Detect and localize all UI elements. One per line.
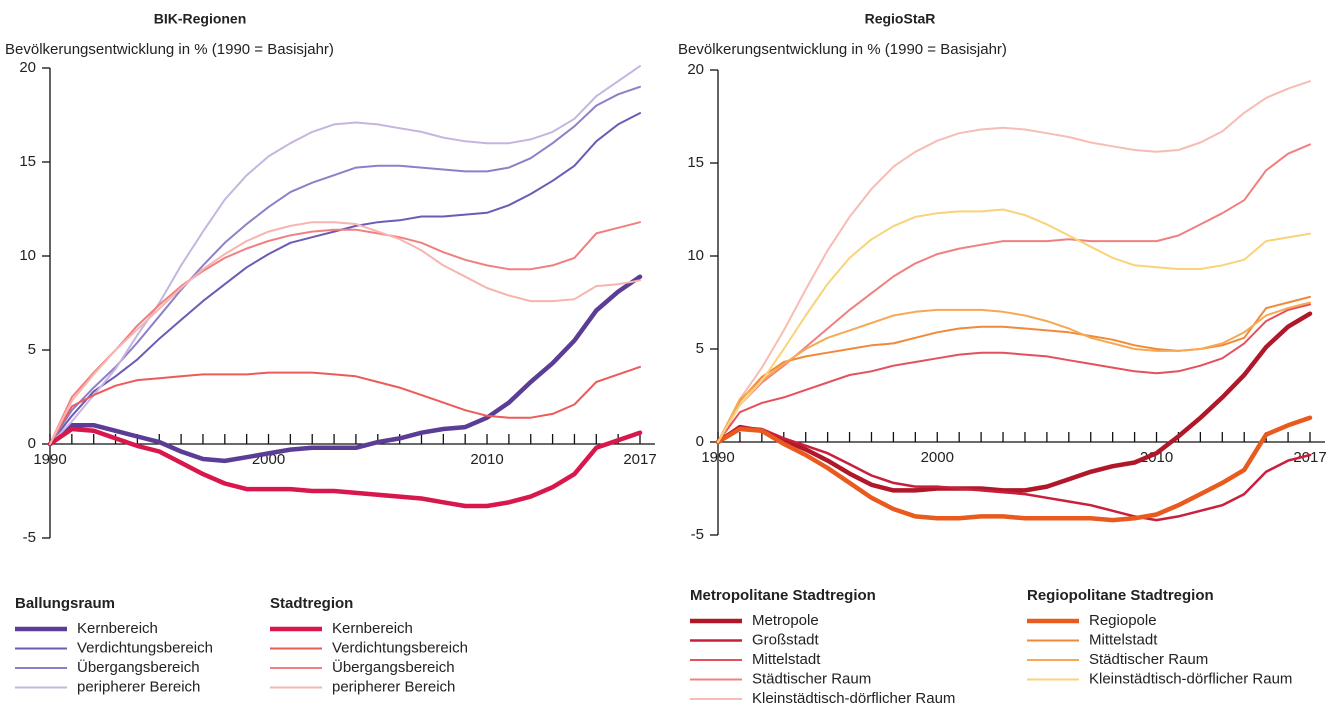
legend-label: Übergangsbereich	[77, 658, 200, 676]
series-line	[717, 80, 1311, 443]
legend-label: Regiopole	[1089, 612, 1157, 629]
legend-label: Großstadt	[752, 631, 820, 648]
series-line	[717, 208, 1311, 443]
chart-title: BIK-Regionen	[154, 11, 247, 27]
legend-group-title: Metropolitane Stadtregion	[690, 587, 876, 604]
x-tick-label: 2017	[1293, 449, 1326, 466]
y-tick-label: 0	[696, 433, 704, 450]
legend-label: Städtischer Raum	[752, 670, 871, 687]
series-line	[715, 311, 1313, 493]
series-line	[47, 426, 643, 509]
y-axis-label: Bevölkerungsentwicklung in % (1990 = Bas…	[5, 41, 334, 58]
series-line	[49, 65, 641, 445]
legend-label: Kernbereich	[77, 620, 158, 637]
legend-label: Kleinstädtisch-dörflicher Raum	[1089, 670, 1292, 687]
legend-label: Kernbereich	[332, 620, 413, 637]
legend-label: Metropole	[752, 612, 819, 629]
legend-label: Mittelstadt	[1089, 631, 1158, 648]
legend-label: Verdichtungsbereich	[332, 639, 468, 656]
series-line	[715, 415, 1313, 523]
y-tick-label: -5	[691, 526, 704, 543]
legend-group-title: Ballungsraum	[15, 595, 115, 612]
legend-label: Mittelstadt	[752, 651, 821, 668]
x-tick-label: 2010	[1140, 449, 1173, 466]
series-line	[49, 112, 641, 445]
series-line	[49, 85, 641, 445]
series-line	[716, 425, 1312, 522]
x-tick-label: 1990	[701, 449, 734, 466]
y-tick-label: -5	[23, 529, 36, 546]
chart-title: RegioStaR	[865, 11, 936, 27]
legend-label: Verdichtungsbereich	[77, 639, 213, 656]
legend-label: peripherer Bereich	[332, 678, 455, 695]
series-line	[49, 365, 641, 445]
series-line	[717, 303, 1311, 443]
series-line	[49, 221, 641, 445]
legend-label: Kleinstädtisch-dörflicher Raum	[752, 690, 955, 707]
series-line	[49, 221, 641, 445]
y-tick-label: 10	[19, 247, 36, 264]
y-tick-label: 20	[687, 61, 704, 78]
series-line	[717, 143, 1311, 443]
x-tick-label: 2017	[623, 451, 656, 468]
series-line	[717, 295, 1311, 443]
x-tick-label: 2000	[921, 449, 954, 466]
y-tick-label: 5	[696, 340, 704, 357]
x-tick-label: 1990	[33, 451, 66, 468]
legend-group-title: Regiopolitane Stadtregion	[1027, 587, 1214, 604]
legend-label: peripherer Bereich	[77, 678, 200, 695]
legend-group-title: Stadtregion	[270, 595, 353, 612]
legend-label: Übergangsbereich	[332, 658, 455, 676]
y-tick-label: 20	[19, 59, 36, 76]
y-tick-label: 5	[28, 341, 36, 358]
y-axis-label: Bevölkerungsentwicklung in % (1990 = Bas…	[678, 41, 1007, 58]
x-tick-label: 2010	[470, 451, 503, 468]
series-line	[47, 274, 643, 464]
y-tick-label: 10	[687, 247, 704, 264]
legend-label: Städtischer Raum	[1089, 651, 1208, 668]
y-tick-label: 0	[28, 435, 36, 452]
y-tick-label: 15	[687, 154, 704, 171]
y-tick-label: 15	[19, 153, 36, 170]
series-line	[717, 301, 1311, 443]
